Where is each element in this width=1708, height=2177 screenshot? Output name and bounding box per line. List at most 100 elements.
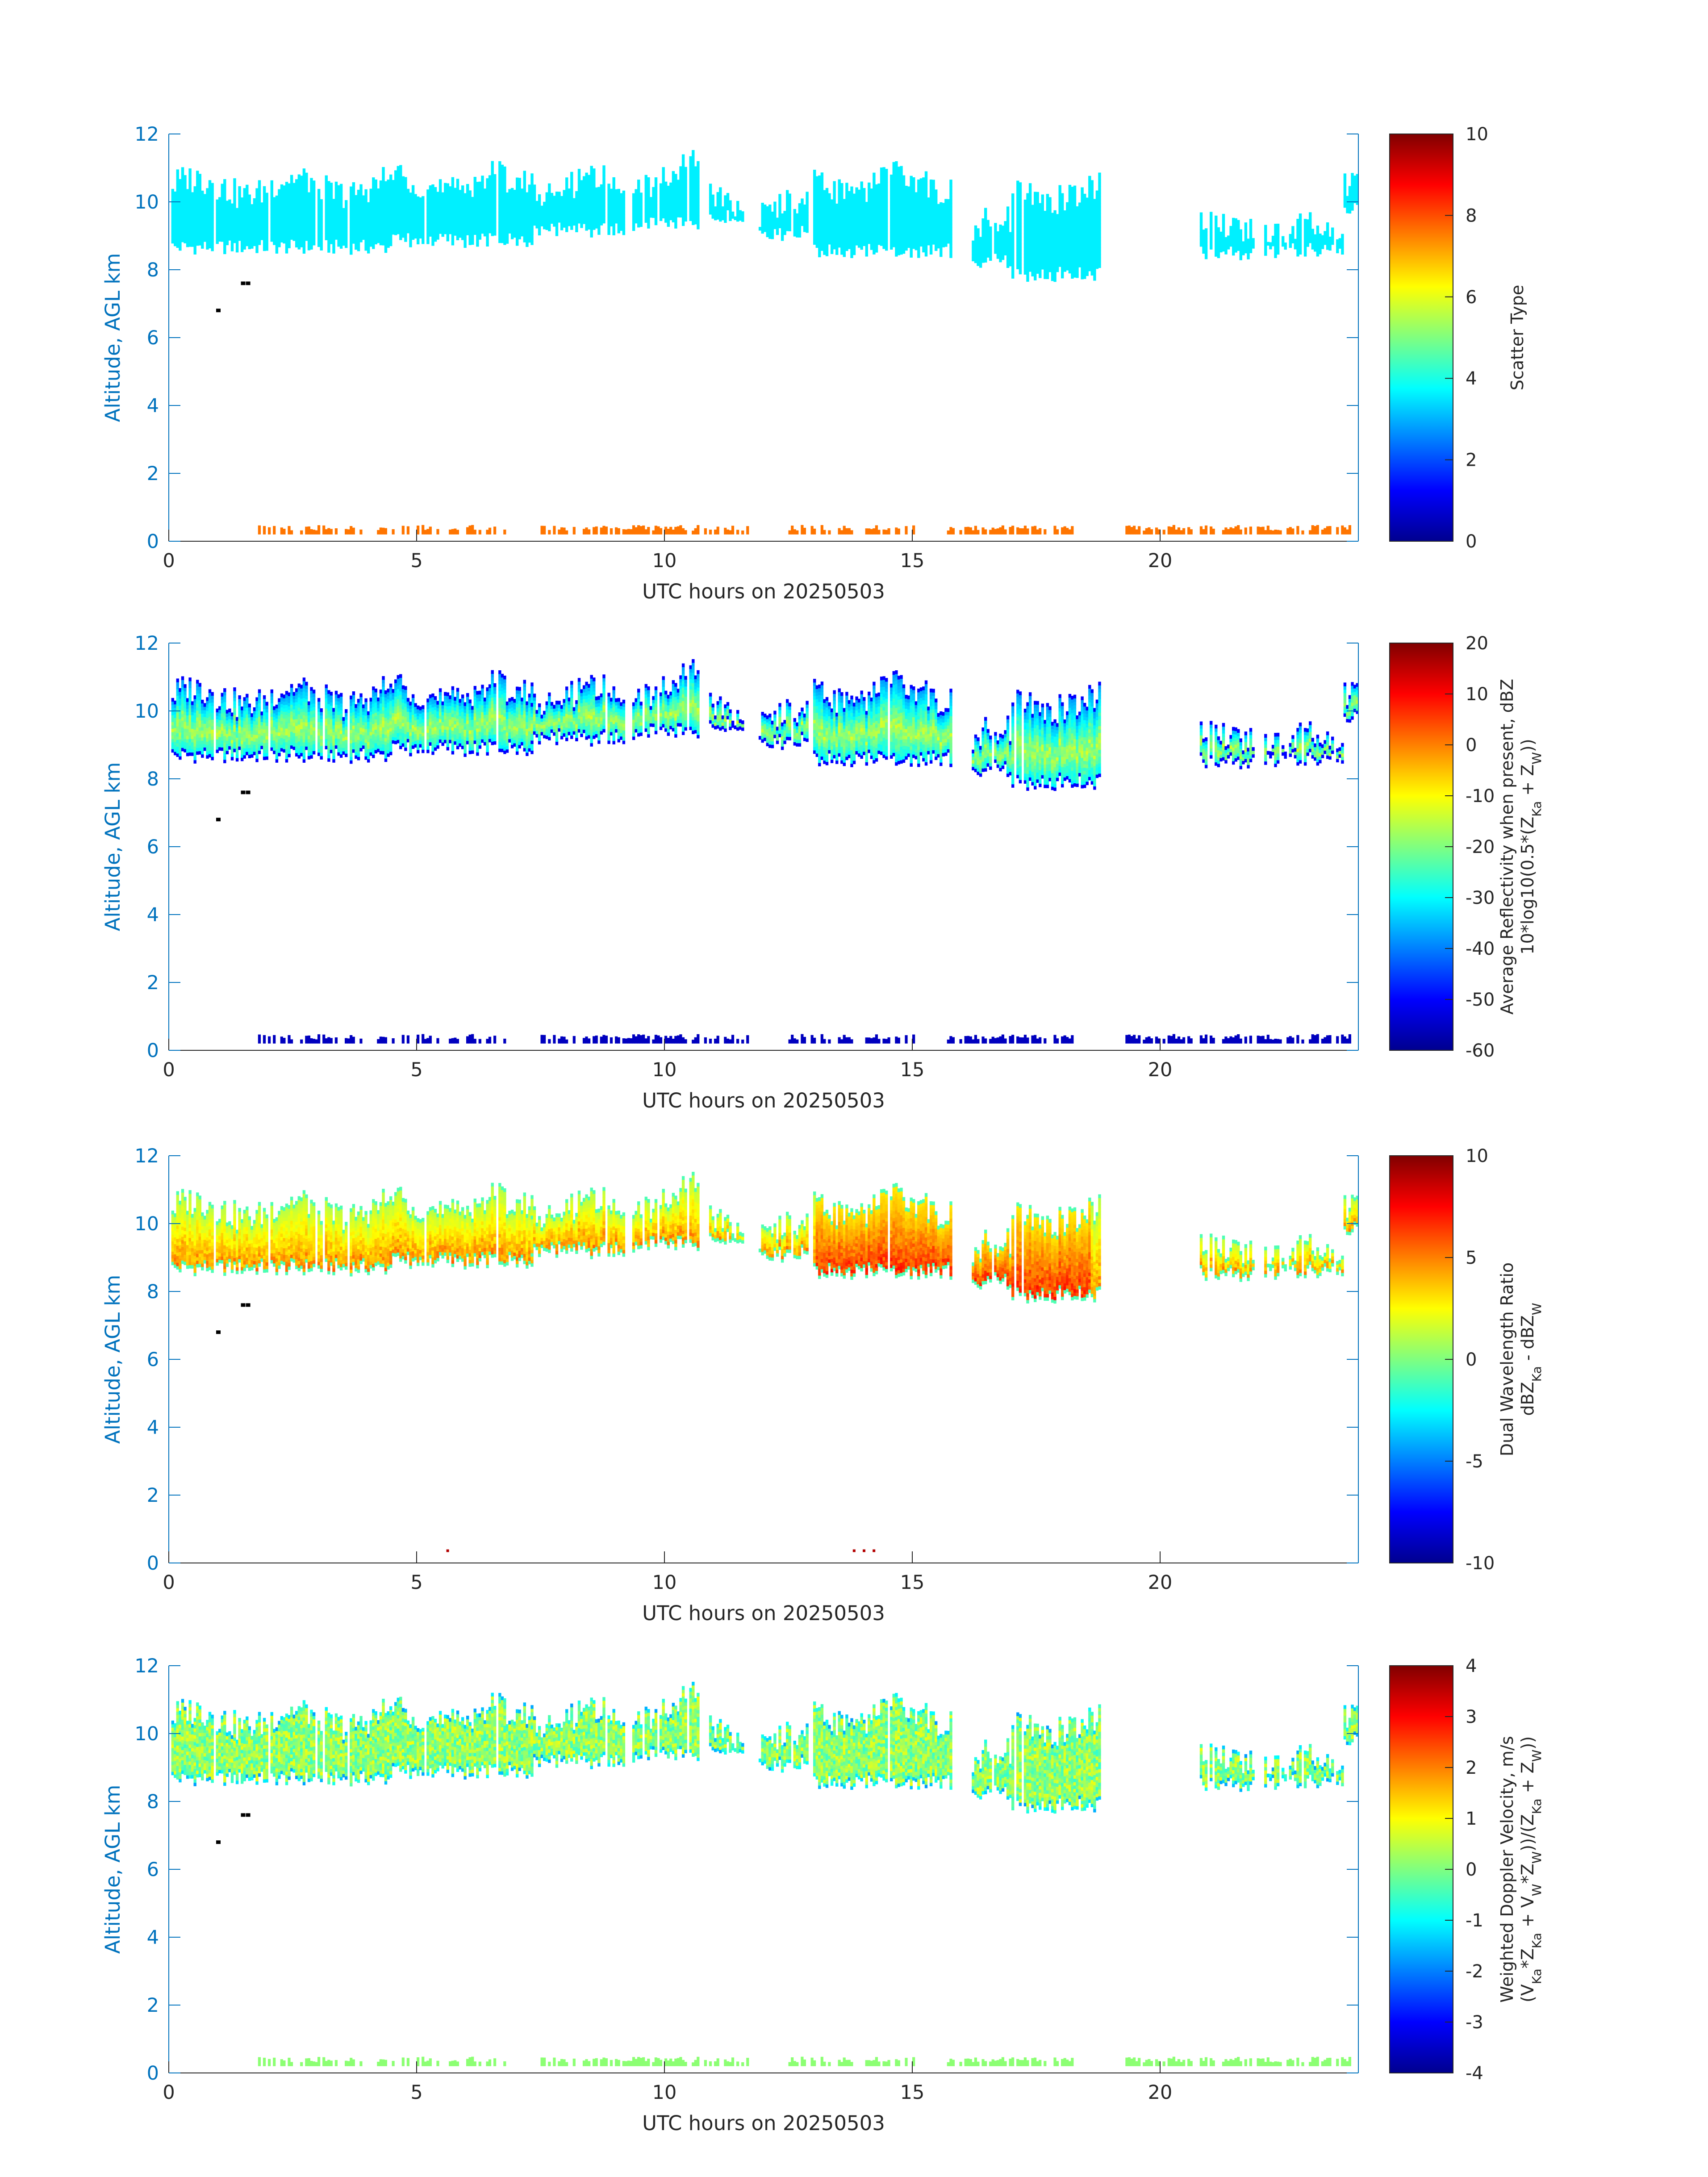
data-cell [684, 170, 687, 174]
data-cell [194, 196, 196, 200]
data-cell [449, 186, 451, 190]
data-cell [563, 210, 565, 214]
data-cell [1029, 183, 1031, 187]
data-cell [672, 195, 675, 198]
data-cell [563, 207, 565, 210]
data-cell [171, 223, 174, 226]
data-cell [350, 241, 352, 244]
data-cell [925, 229, 927, 233]
data-cell [449, 196, 451, 200]
data-cell [640, 200, 643, 203]
data-cell [380, 242, 382, 245]
data-cell [204, 235, 206, 238]
data-cell [372, 245, 375, 249]
data-cell [548, 204, 551, 207]
data-cell [1009, 239, 1012, 242]
data-cell [882, 225, 885, 229]
data-cell [325, 203, 328, 206]
data-cell [1036, 263, 1039, 267]
data-cell [404, 197, 407, 201]
data-cell [211, 230, 213, 234]
data-cell [188, 236, 191, 240]
data-cell [937, 224, 940, 228]
data-cell [290, 202, 293, 206]
data-cell [821, 230, 823, 234]
data-cell [521, 195, 523, 199]
data-cell [191, 223, 194, 226]
data-cell [476, 199, 479, 202]
data-cell [236, 238, 238, 242]
data-cell [538, 201, 541, 205]
data-cell [1029, 234, 1031, 238]
data-cell [932, 197, 935, 201]
data-cell [987, 254, 990, 258]
data-cell [602, 179, 605, 183]
data-cell [278, 223, 280, 227]
data-cell [610, 213, 613, 216]
data-cell [1016, 245, 1019, 249]
data-cell [491, 212, 494, 216]
data-cell [521, 212, 523, 216]
data-cell [560, 226, 563, 230]
data-cell [209, 211, 211, 214]
data-cell [870, 243, 873, 247]
data-cell [1044, 272, 1046, 276]
data-cell [513, 193, 516, 197]
data-cell [1019, 192, 1022, 196]
data-cell [835, 231, 838, 234]
data-cell [456, 203, 459, 206]
data-cell [516, 225, 518, 229]
data-cell [1019, 264, 1022, 267]
data-cell [813, 201, 816, 204]
data-cell [917, 210, 920, 213]
data-cell [1031, 273, 1034, 276]
data-cell [667, 213, 670, 217]
data-cell [664, 209, 667, 213]
data-cell [359, 225, 362, 229]
data-cell [241, 231, 243, 235]
data-cell [595, 215, 598, 218]
data-cell [1041, 201, 1044, 205]
data-cell [337, 236, 340, 240]
data-cell [813, 214, 816, 217]
data-cell [238, 190, 241, 193]
data-cell [253, 239, 256, 242]
data-cell [845, 227, 848, 230]
data-cell [241, 242, 243, 245]
data-cell [422, 223, 424, 227]
data-cell [310, 219, 313, 222]
data-cell [216, 227, 219, 230]
data-cell [677, 187, 680, 190]
data-cell [518, 188, 521, 192]
data-cell [1026, 258, 1029, 261]
data-cell [677, 196, 680, 200]
data-cell [932, 241, 935, 244]
data-cell [479, 182, 481, 185]
data-cell [389, 212, 392, 215]
data-cell [357, 203, 360, 207]
data-cell [181, 225, 184, 229]
data-cell [1031, 232, 1034, 235]
data-cell [479, 233, 481, 236]
data-cell [251, 242, 253, 245]
data-cell [439, 183, 442, 186]
data-cell [389, 198, 392, 202]
data-cell [972, 251, 974, 255]
data-cell [442, 199, 444, 203]
data-cell [320, 247, 323, 251]
data-cell [694, 190, 697, 194]
data-cell [442, 226, 444, 230]
data-cell [308, 219, 310, 223]
data-cell [417, 241, 419, 244]
data-cell [1034, 233, 1036, 236]
data-cell [355, 212, 357, 216]
data-cell [806, 219, 808, 222]
data-cell [511, 212, 514, 215]
data-cell [734, 217, 736, 220]
data-cell [981, 256, 984, 259]
data-cell [218, 201, 221, 204]
data-cell [868, 210, 870, 213]
data-cell [226, 218, 229, 221]
data-cell [223, 206, 226, 210]
data-cell [533, 198, 536, 202]
